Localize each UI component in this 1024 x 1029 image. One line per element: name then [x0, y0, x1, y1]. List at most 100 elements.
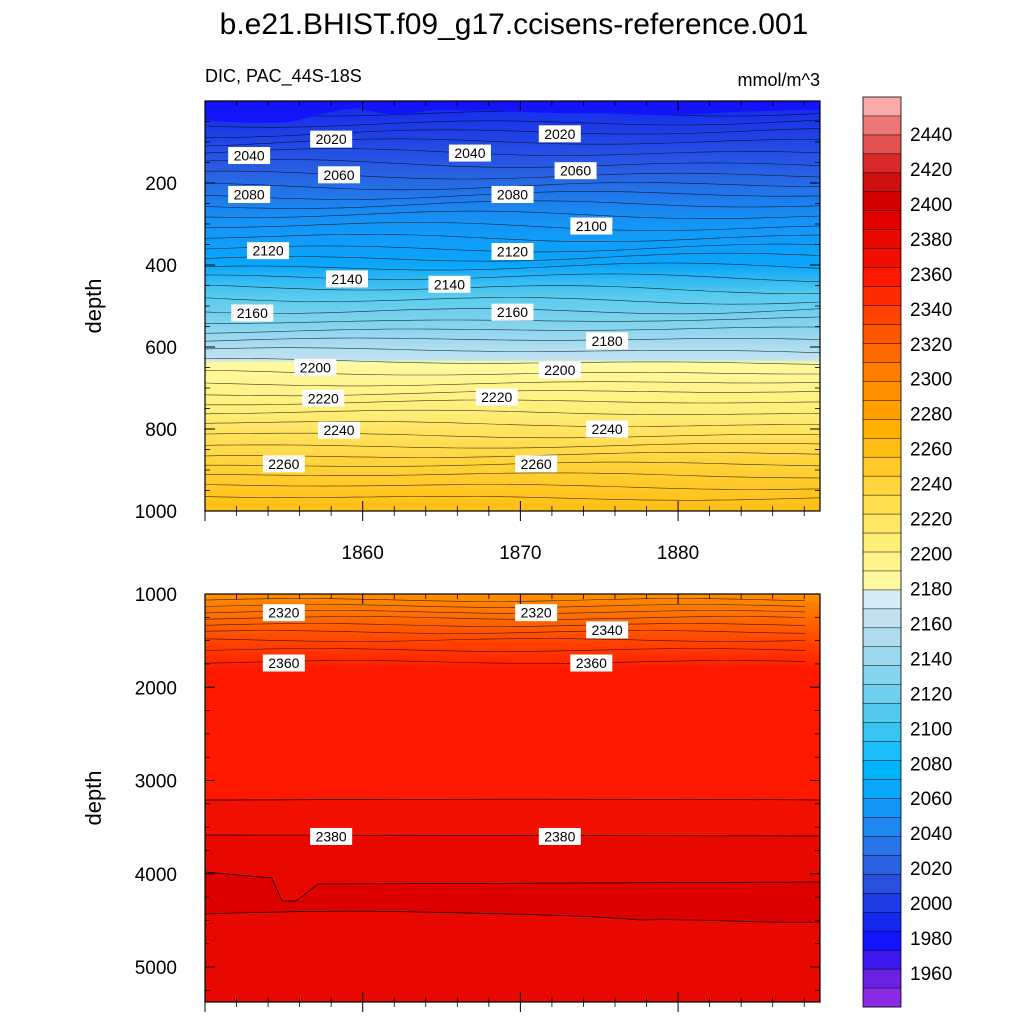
- colorbar-swatch: [863, 817, 901, 837]
- contour-label-box: [325, 270, 368, 288]
- contour-label-box: [448, 144, 491, 162]
- contour-label-box: [570, 217, 613, 235]
- contour-line: [204, 138, 821, 147]
- upper-panel: 200 400 600 800 1000 1860 1870 1880 2020 2020 204…: [81, 100, 821, 564]
- contour-label-text: 2120: [497, 243, 528, 259]
- contour-label-text: 2040: [234, 148, 265, 164]
- contour-label-box: [586, 420, 629, 438]
- contour-label-box: [294, 359, 337, 376]
- colorbar-label: 2140: [910, 649, 952, 670]
- y-tick-label: 1000: [135, 585, 177, 606]
- contour-line: [204, 443, 821, 449]
- colorbar-swatch: [863, 552, 901, 572]
- colorbar-swatch: [863, 495, 901, 515]
- contour-label: 2380: [310, 827, 353, 845]
- subtitle-right: mmol/m^3: [738, 70, 820, 90]
- contour-line: [204, 337, 821, 342]
- contour-label: 2040: [228, 147, 271, 165]
- colorbar-swatch: [863, 400, 901, 420]
- contour-line: [204, 409, 821, 415]
- upper-contour-labels: 2020 2020 2040 2040 2060 2060 2080 2080 2100 2120…: [228, 125, 629, 473]
- contour-label-text: 2240: [323, 422, 354, 438]
- colorbar-label: 2180: [910, 579, 952, 600]
- contour-label: 2080: [228, 185, 271, 203]
- contour-line: [204, 871, 821, 902]
- colorbar-swatch: [863, 381, 901, 401]
- colorbar-swatch: [863, 210, 901, 231]
- contour-label-text: 2160: [497, 304, 528, 320]
- contour-line: [204, 381, 821, 387]
- colorbar-swatch: [863, 115, 901, 136]
- contour-label-box: [318, 166, 361, 184]
- contour-label: 2060: [554, 162, 597, 180]
- colorbar-swatch: [863, 343, 901, 363]
- colorbar-swatch: [863, 134, 901, 155]
- colorbar-swatch: [863, 570, 901, 591]
- contour-label-text: 2120: [252, 243, 283, 259]
- colorbar-swatch: [863, 912, 901, 932]
- colorbar-swatch: [863, 514, 901, 534]
- contour-label-text: 2380: [316, 828, 347, 844]
- contour-label-box: [247, 242, 290, 260]
- contour-label-box: [262, 654, 305, 672]
- contour-label-text: 2260: [268, 456, 299, 472]
- colorbar-swatch: [863, 286, 901, 306]
- contour-label: 2020: [310, 130, 353, 148]
- colorbar-swatch: [863, 457, 901, 477]
- contour-line: [204, 284, 821, 294]
- colorbar-swatch: [863, 589, 901, 610]
- contour-label: 2020: [538, 125, 581, 143]
- contour-line: [204, 273, 821, 282]
- colorbar-swatch: [863, 305, 901, 325]
- colorbar-swatch: [863, 931, 901, 951]
- contour-line: [204, 616, 806, 620]
- contour-label: 2240: [318, 421, 361, 439]
- contour-label: 2120: [247, 242, 290, 260]
- contour-line: [204, 119, 821, 128]
- contour-label-text: 2140: [331, 271, 362, 287]
- lower-contour-lines: [204, 598, 821, 923]
- contour-label-box: [428, 275, 471, 293]
- contour-label-text: 2260: [521, 456, 552, 472]
- contour-label: 2260: [262, 455, 305, 473]
- contour-label-text: 2220: [308, 390, 339, 406]
- contour-line: [204, 910, 821, 923]
- contour-line: [204, 233, 821, 242]
- contour-label-box: [228, 147, 271, 165]
- contour-label-box: [262, 455, 305, 473]
- lower-panel-frame: [204, 593, 821, 1003]
- contour-line: [204, 660, 806, 664]
- colorbar-label: 1980: [910, 929, 952, 950]
- contour-label-text: 2340: [592, 622, 623, 638]
- contour-line: [204, 648, 806, 652]
- contour-line: [204, 326, 821, 334]
- y-tick-label: 3000: [135, 772, 177, 793]
- colorbar-swatch: [863, 779, 901, 799]
- contour-line: [204, 347, 821, 353]
- colorbar-swatch: [863, 172, 901, 193]
- contour-label-box: [554, 162, 597, 180]
- colorbar-label: 2060: [910, 789, 952, 810]
- upper-surface-band: [205, 101, 820, 123]
- colorbar-swatch: [863, 476, 901, 496]
- contour-label-text: 2020: [544, 126, 575, 142]
- y-tick-label: 200: [145, 174, 177, 195]
- contour-label: 2060: [318, 166, 361, 184]
- contour-label: 2240: [586, 420, 629, 438]
- contour-label-text: 2360: [576, 655, 607, 671]
- colorbar-frame: [862, 96, 902, 1008]
- contour-label-text: 2080: [497, 186, 528, 202]
- contour-label-text: 2240: [592, 421, 623, 437]
- contour-line: [204, 604, 806, 608]
- colorbar-swatch: [863, 665, 901, 686]
- colorbar-swatch: [863, 836, 901, 856]
- contour-label: 2040: [448, 144, 491, 162]
- contour-line: [204, 630, 806, 634]
- chart-title: b.e21.BHIST.f09_g17.ccisens-reference.00…: [220, 8, 809, 41]
- colorbar-swatch: [863, 703, 901, 723]
- contour-line: [204, 128, 821, 138]
- contour-label-box: [231, 304, 274, 322]
- colorbar-label: 2040: [910, 824, 952, 845]
- contour-label-box: [302, 389, 345, 407]
